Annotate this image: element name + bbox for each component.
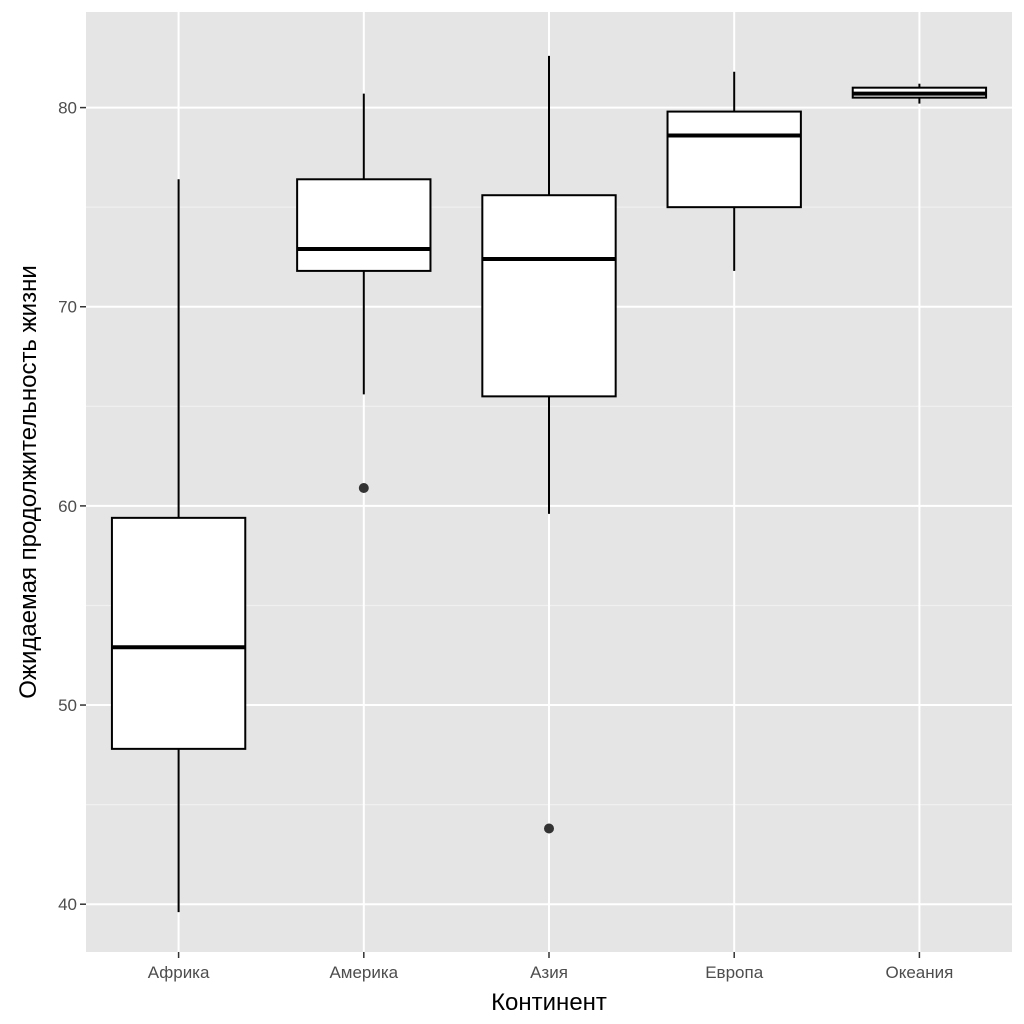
box-iqr (296, 178, 432, 272)
y-axis-title: Ожидаемая продолжительность жизни (15, 265, 42, 698)
x-axis-ticks: Африка Америка Азия Европа Океания (148, 952, 953, 982)
y-tick-label: 70 (58, 298, 77, 317)
x-tick-label: Океания (885, 963, 953, 982)
y-tick-label: 50 (58, 696, 77, 715)
box-5 (851, 83, 988, 104)
y-tick-label: 80 (58, 99, 77, 118)
box-iqr (110, 516, 247, 750)
x-tick-label: Африка (148, 963, 210, 982)
x-axis-title: Континент (491, 989, 607, 1016)
outlier-point (544, 823, 554, 834)
box-iqr (481, 194, 617, 398)
box-1 (110, 179, 247, 913)
y-axis-ticks: 40 50 60 70 80 (58, 99, 86, 914)
x-tick-label: Азия (530, 963, 568, 982)
box-4 (666, 71, 802, 271)
x-tick-label: Европа (705, 963, 763, 982)
box-iqr (666, 110, 802, 209)
box-2 (296, 93, 432, 493)
box-3 (481, 55, 617, 834)
y-tick-label: 40 (58, 895, 77, 914)
y-tick-label: 60 (58, 497, 77, 516)
outlier-point (358, 482, 369, 493)
x-tick-label: Америка (329, 963, 398, 982)
box-layer (110, 55, 988, 913)
